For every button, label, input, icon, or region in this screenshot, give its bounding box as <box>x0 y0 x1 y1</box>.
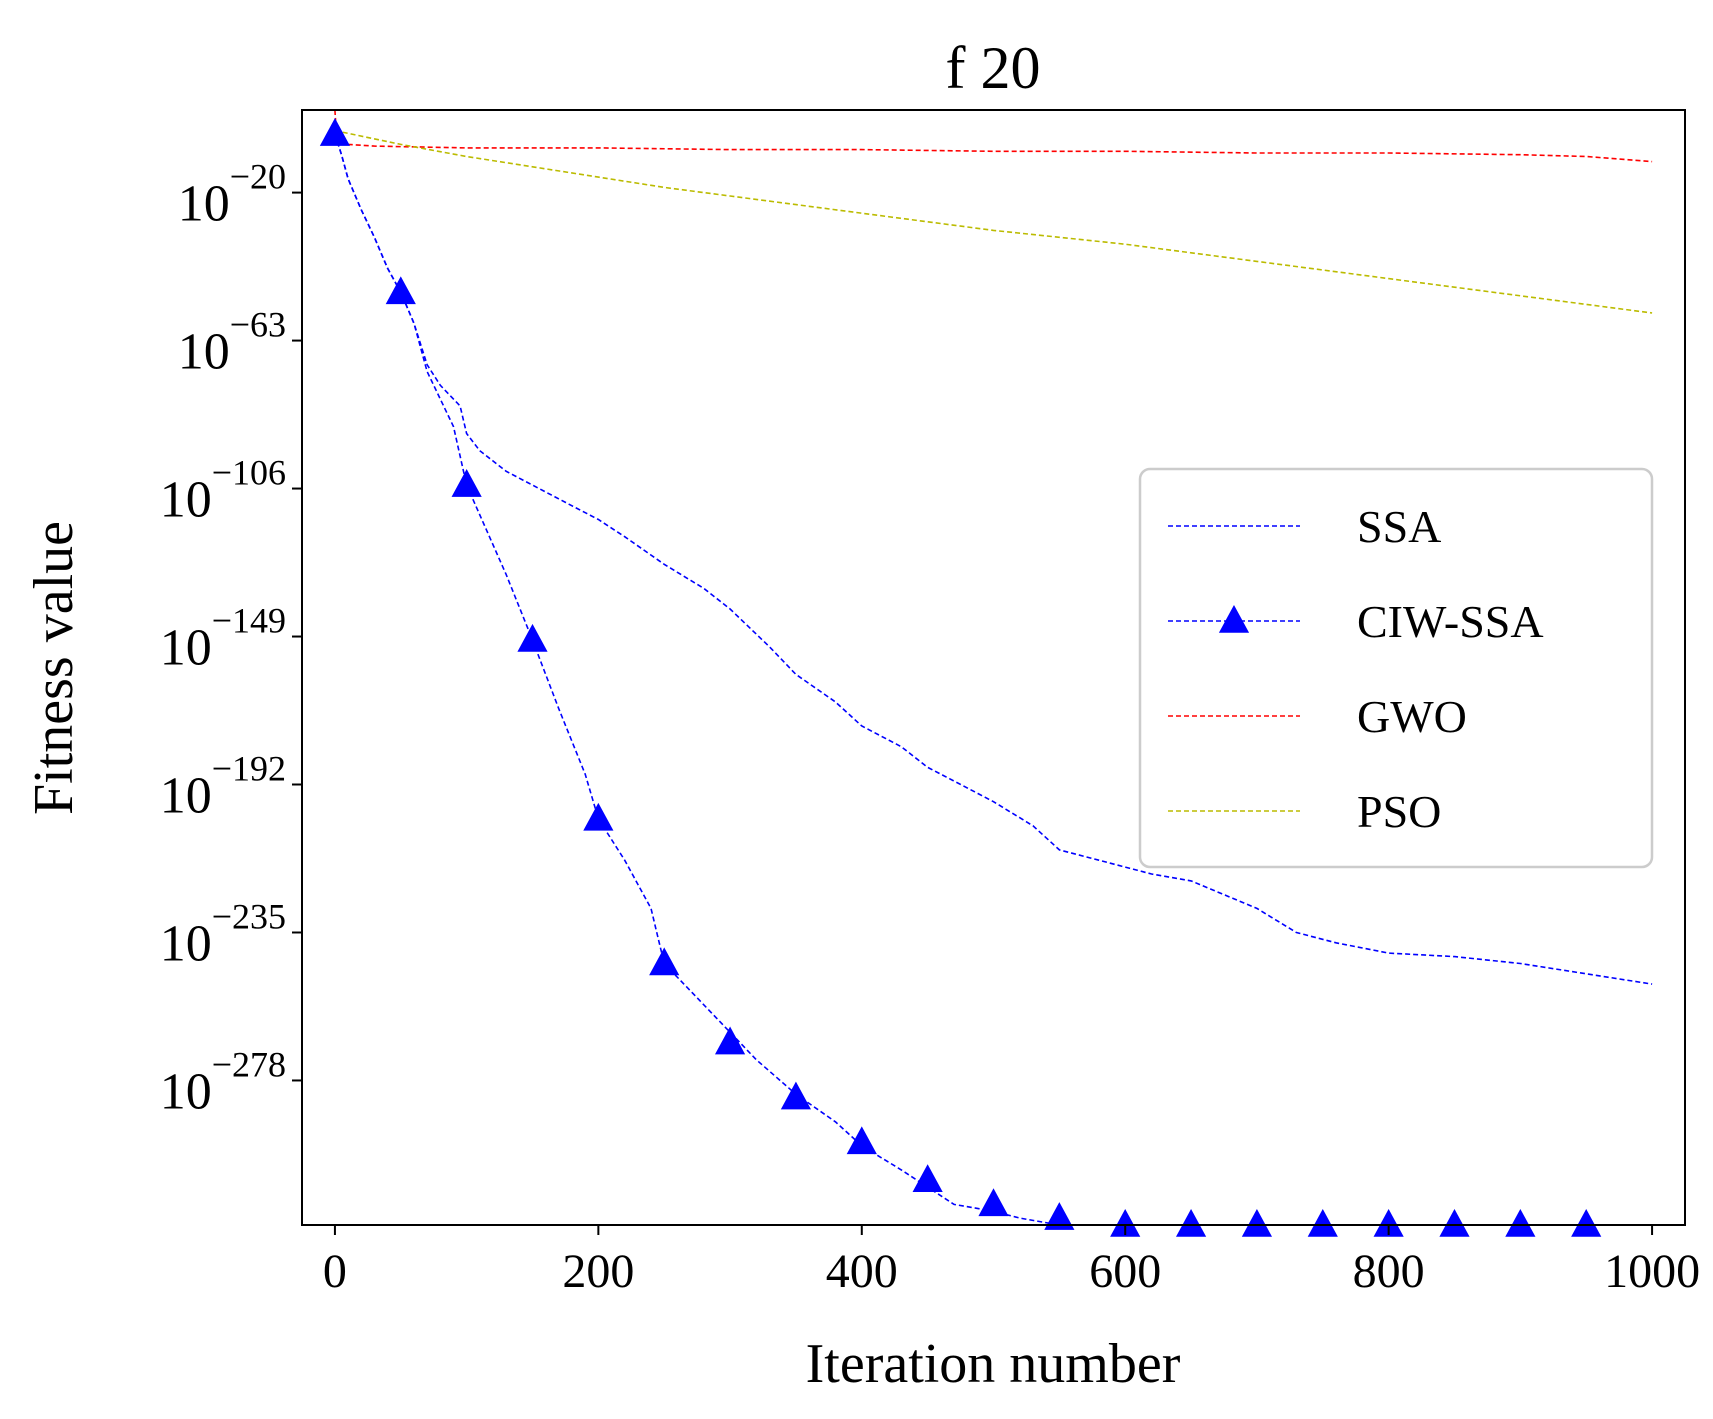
marker-layer <box>319 118 1602 1237</box>
y-tick-base: 10 <box>178 176 230 233</box>
data-point-ciw-ssa <box>1044 1202 1075 1230</box>
y-tick-label: 10−278 <box>160 1044 286 1120</box>
y-tick-exponent: −149 <box>212 601 286 641</box>
data-point-ciw-ssa <box>978 1188 1009 1217</box>
legend-label-ciw-ssa: CIW-SSA <box>1357 596 1544 647</box>
legend-marker-ciw-ssa <box>1218 604 1250 633</box>
x-tick-label: 600 <box>1089 1245 1161 1298</box>
x-tick-label: 200 <box>562 1245 634 1298</box>
y-tick-label: 10−192 <box>160 749 286 825</box>
data-point-ciw-ssa <box>451 469 482 497</box>
y-tick-base: 10 <box>160 620 212 677</box>
y-tick-base: 10 <box>160 1063 212 1120</box>
data-point-ciw-ssa <box>1571 1208 1602 1237</box>
y-tick-exponent: −192 <box>212 749 286 789</box>
series-layer <box>334 110 1653 1225</box>
y-tick-exponent: −63 <box>230 305 286 345</box>
legend-label-ssa: SSA <box>1357 501 1441 552</box>
data-point-ciw-ssa <box>1175 1208 1207 1237</box>
data-point-ciw-ssa <box>1307 1208 1338 1237</box>
data-point-ciw-ssa <box>912 1164 943 1193</box>
series-line-gwo <box>334 110 1653 163</box>
x-tick-label: 400 <box>826 1245 898 1298</box>
y-tick-base: 10 <box>160 915 212 972</box>
data-point-ciw-ssa <box>649 947 680 976</box>
data-point-ciw-ssa <box>583 802 614 831</box>
y-tick-exponent: −20 <box>230 157 286 197</box>
series-line-ciw-ssa <box>334 133 1653 1225</box>
legend-box <box>1138 467 1654 869</box>
y-tick-exponent: −278 <box>212 1044 286 1084</box>
y-tick-label: 10−63 <box>178 305 286 381</box>
legend: SSA CIW-SSA GWO PSO <box>1138 467 1654 869</box>
series-line-pso <box>334 129 1653 314</box>
legend-label-pso: PSO <box>1357 786 1441 837</box>
y-axis-label: Fitness value <box>23 521 85 815</box>
y-tick-label: 10−20 <box>178 157 286 233</box>
y-tick-exponent: −106 <box>212 453 286 493</box>
y-tick-label: 10−106 <box>160 453 286 529</box>
y-tick-base: 10 <box>178 324 230 381</box>
legend-label-gwo: GWO <box>1357 691 1467 742</box>
y-tick-base: 10 <box>160 768 212 825</box>
data-point-ciw-ssa <box>385 276 416 305</box>
data-point-ciw-ssa <box>1110 1208 1141 1237</box>
y-tick-label: 10−149 <box>160 601 286 677</box>
data-point-ciw-ssa <box>846 1126 877 1155</box>
x-tick-label: 1000 <box>1604 1245 1700 1298</box>
chart-title: f 20 <box>946 35 1041 101</box>
y-tick-exponent: −235 <box>212 896 286 936</box>
x-tick-label: 800 <box>1353 1245 1425 1298</box>
x-tick-label: 0 <box>323 1245 347 1298</box>
x-axis-ticks: 0 200 400 600 800 1000 <box>323 1225 1700 1298</box>
plot-frame <box>301 109 1686 1226</box>
y-tick-label: 10−235 <box>160 896 286 972</box>
data-point-ciw-ssa <box>1241 1208 1273 1237</box>
data-point-ciw-ssa <box>319 118 351 146</box>
data-point-ciw-ssa <box>517 623 548 652</box>
data-point-ciw-ssa <box>780 1081 812 1110</box>
data-point-ciw-ssa <box>714 1026 746 1055</box>
y-tick-base: 10 <box>160 472 212 529</box>
data-point-ciw-ssa <box>1373 1208 1404 1237</box>
data-point-ciw-ssa <box>1439 1208 1470 1237</box>
x-axis-label: Iteration number <box>806 1333 1181 1395</box>
data-point-ciw-ssa <box>1505 1208 1536 1237</box>
